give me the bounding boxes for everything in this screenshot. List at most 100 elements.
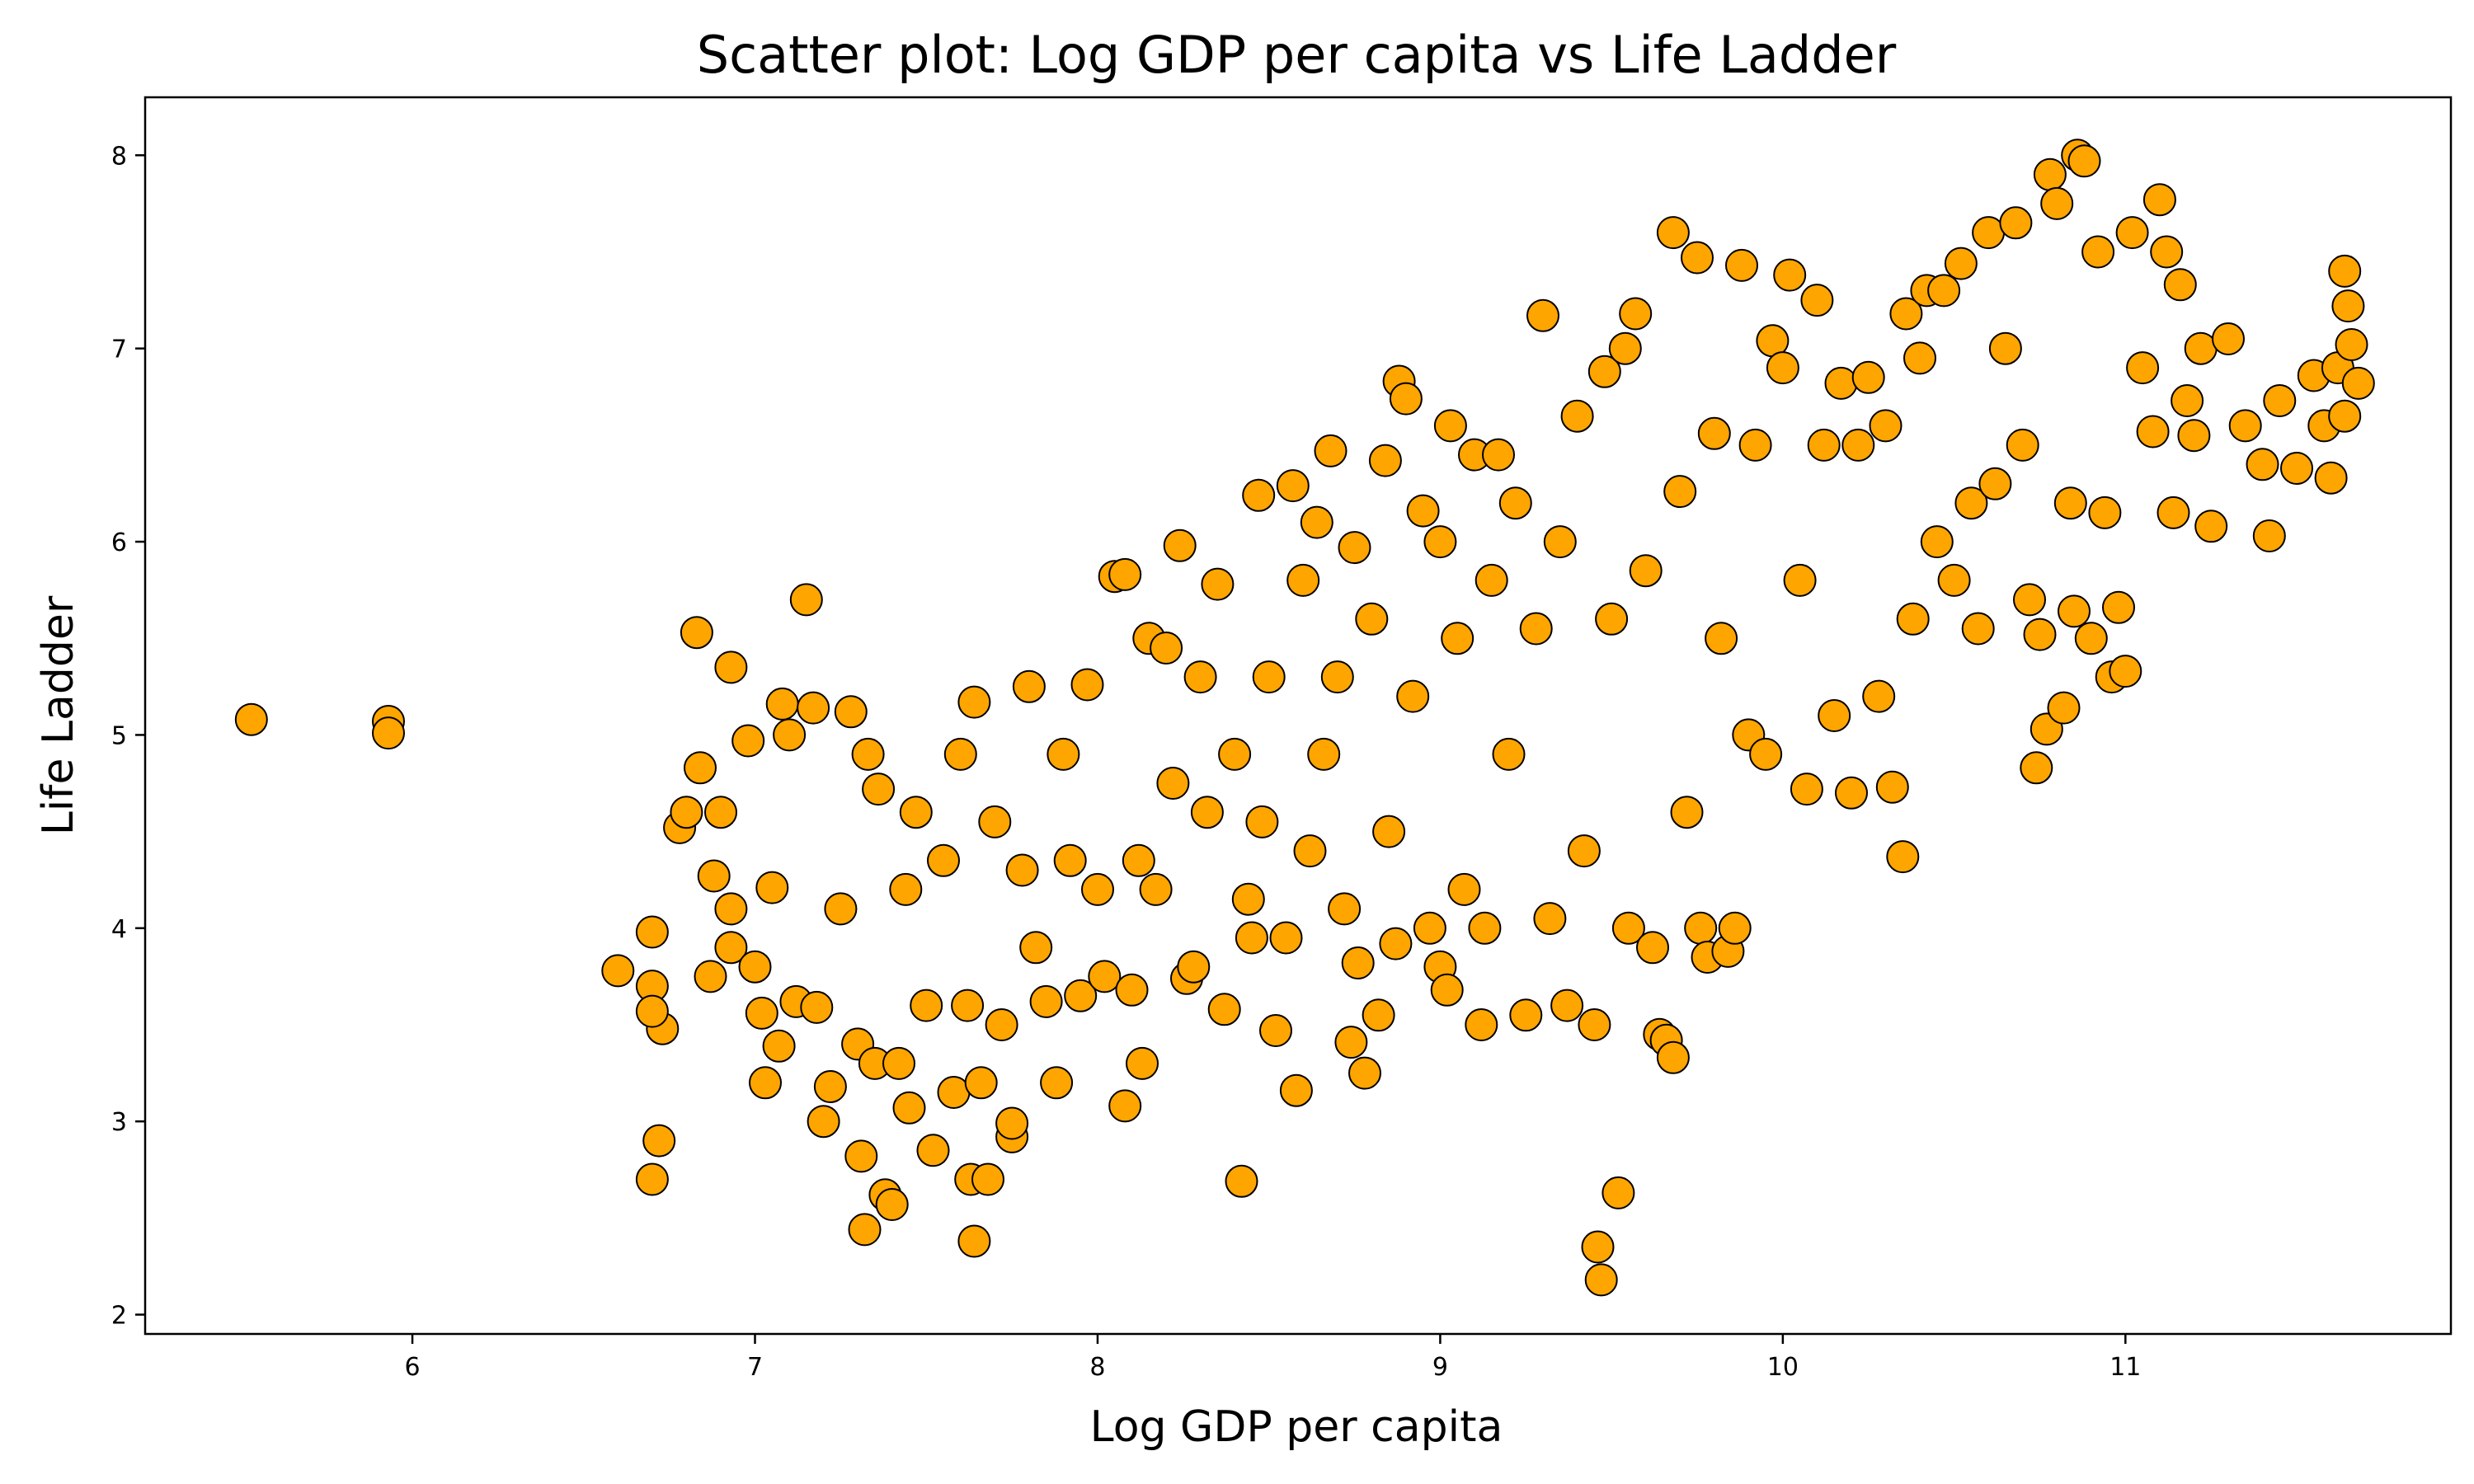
data-point [1954,486,1988,520]
data-point [951,989,985,1022]
data-point [1218,737,1252,771]
data-point [1509,998,1543,1032]
x-axis-ticks: 6 7 8 9 10 11 [405,1334,2141,1382]
data-point [1355,602,1389,636]
data-point [2126,351,2160,385]
data-point [1629,554,1663,588]
data-point [1581,1230,1615,1264]
data-point [765,687,799,721]
data-point [1999,206,2033,240]
data-point [1108,557,1142,591]
data-point [882,1046,915,1080]
data-point [684,751,717,785]
data-point [1841,428,1875,462]
data-point [2228,409,2262,443]
data-point [1231,882,1265,916]
data-point [1019,931,1053,965]
y-axis-ticks: 2 3 4 5 6 7 8 [111,142,145,1331]
data-point [738,950,772,984]
data-point [1886,840,1920,874]
data-point [2177,419,2211,453]
data-point [1656,1040,1690,1074]
data-point [1362,998,1395,1032]
data-point [670,796,703,829]
data-point [943,737,977,771]
y-tick-label: 4 [111,915,127,944]
data-point [1064,979,1098,1012]
data-point [1896,602,1930,636]
data-point [1937,563,1971,597]
data-point [957,685,991,719]
data-point [372,716,405,750]
data-point [2088,495,2122,529]
data-point [1595,602,1629,636]
data-point [731,724,765,758]
data-point [1379,927,1413,960]
data-point [844,1139,878,1173]
data-point [1423,525,1457,559]
data-point [745,996,778,1030]
data-point [2212,322,2245,355]
data-point [773,718,807,752]
data-point [1183,660,1217,694]
data-point [1978,467,2012,500]
data-point [1081,872,1114,906]
data-point [1749,737,1783,771]
data-point [813,1070,847,1103]
data-point [1851,360,1885,394]
data-point [1670,796,1704,829]
data-point [1718,911,1752,945]
data-point [1225,1164,1258,1198]
data-point [1725,248,1758,282]
data-point [2013,583,2046,617]
data-point [1584,1263,1618,1297]
data-point [1602,1176,1635,1209]
data-point [1869,409,1903,443]
data-point [1663,475,1697,509]
data-point [2020,751,2053,785]
data-point [985,1008,1018,1041]
data-point [1396,679,1430,713]
data-point [1088,960,1122,993]
data-point [1293,834,1327,868]
y-tick-label: 2 [111,1302,127,1331]
data-point [1862,679,1896,713]
data-point [1927,274,1961,308]
data-point [978,805,1012,838]
x-tick-label: 9 [1432,1353,1448,1382]
y-tick-label: 8 [111,142,127,171]
data-point [1279,1073,1313,1107]
data-point [1328,892,1362,926]
data-point [234,702,268,736]
plot-area-frame [143,96,2453,1336]
data-point [2163,268,2197,302]
data-point [2184,331,2218,365]
data-point [2023,618,2057,651]
data-point [1005,853,1039,887]
data-point [1824,366,1858,400]
data-point [1139,872,1173,906]
data-point [1413,911,1446,945]
data-point [824,892,858,926]
data-point [1320,660,1354,694]
data-point [694,960,727,993]
data-point [1783,563,1817,597]
data-point [2246,448,2279,481]
x-tick-label: 7 [747,1353,763,1382]
x-tick-label: 10 [1767,1353,1799,1382]
data-point [2142,183,2176,217]
x-tick-label: 6 [405,1353,421,1382]
data-point [2033,157,2067,191]
data-point [2102,590,2135,624]
data-point [1550,989,1584,1022]
data-point [1126,1046,1159,1080]
data-point [2331,289,2365,323]
data-point [1766,351,1799,385]
data-point [635,915,669,949]
data-point [2263,384,2297,417]
data-point [1681,241,1714,275]
data-point [1201,567,1235,601]
data-point [2150,235,2184,269]
data-point [1738,428,1772,462]
